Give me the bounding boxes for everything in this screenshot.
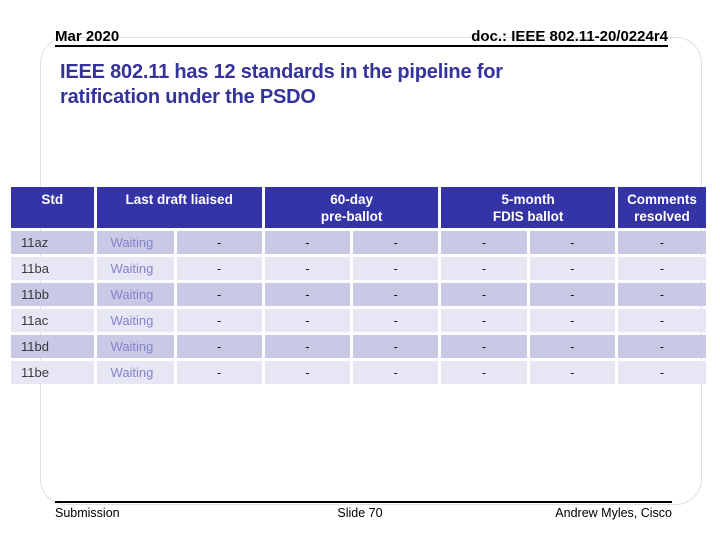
table-cell: - — [529, 309, 615, 332]
table-cell: - — [176, 361, 262, 384]
table-cell: - — [441, 335, 527, 358]
table-cell: - — [353, 335, 439, 358]
table-row-11bd: 11bd Waiting - - - - - - — [11, 335, 706, 358]
footer-author: Andrew Myles, Cisco — [555, 506, 672, 520]
table-cell: - — [441, 283, 527, 306]
slide-title-line1: IEEE 802.11 has 12 standards in the pipe… — [60, 61, 503, 83]
table-cell: - — [617, 309, 706, 332]
table-cell: - — [353, 283, 439, 306]
slide-title-line2: ratification under the PSDO — [60, 86, 316, 108]
table-row-11bb: 11bb Waiting - - - - - - — [11, 283, 706, 306]
status-cell: Waiting — [96, 335, 174, 358]
table-cell: - — [617, 335, 706, 358]
status-cell: Waiting — [96, 361, 174, 384]
std-cell: 11be — [11, 361, 94, 384]
table-cell: - — [264, 283, 351, 306]
std-cell: 11ba — [11, 257, 94, 280]
column-header-std: Std — [11, 187, 94, 228]
table-header-row: Std Last draft liaised 60-day pre-ballot 5-… — [11, 187, 706, 228]
footer-slide-number: Slide 70 — [337, 506, 383, 520]
footer-submission: Submission — [55, 506, 120, 520]
table-row-11be: 11be Waiting - - - - - - — [11, 361, 706, 384]
std-cell: 11bd — [11, 335, 94, 358]
table-cell: - — [353, 231, 439, 254]
table-cell: - — [353, 361, 439, 384]
table-cell: - — [441, 309, 527, 332]
column-header-last-draft-liaised: Last draft liaised — [96, 187, 262, 228]
table-cell: - — [353, 257, 439, 280]
table-cell: - — [264, 309, 351, 332]
std-cell: 11az — [11, 231, 94, 254]
table-cell: - — [353, 309, 439, 332]
table-row-11ac: 11ac Waiting - - - - - - — [11, 309, 706, 332]
slide-title: IEEE 802.11 has 12 standards in the pipe… — [60, 60, 660, 110]
table-cell: - — [176, 283, 262, 306]
column-header-60-day-pre-ballot: 60-day pre-ballot — [264, 187, 439, 228]
table-cell: - — [176, 257, 262, 280]
column-header-5-month-fdis-ballot: 5-month FDIS ballot — [441, 187, 615, 228]
status-cell: Waiting — [96, 231, 174, 254]
table-cell: - — [176, 309, 262, 332]
header-date: Mar 2020 — [55, 28, 120, 45]
column-header-comments-resolved: Comments resolved — [617, 187, 706, 228]
status-cell: Waiting — [96, 257, 174, 280]
standards-table: Std Last draft liaised 60-day pre-ballot 5-… — [8, 184, 709, 387]
footer-rule — [55, 501, 672, 503]
table-cell: - — [176, 231, 262, 254]
table-cell: - — [617, 361, 706, 384]
table-cell: - — [529, 257, 615, 280]
header-rule — [55, 45, 668, 47]
table-cell: - — [176, 335, 262, 358]
table-cell: - — [441, 257, 527, 280]
table-row-11az: 11az Waiting - - - - - - — [11, 231, 706, 254]
table-cell: - — [617, 257, 706, 280]
std-cell: 11ac — [11, 309, 94, 332]
table-cell: - — [441, 231, 527, 254]
table-cell: - — [617, 283, 706, 306]
table-cell: - — [441, 361, 527, 384]
std-cell: 11bb — [11, 283, 94, 306]
table-cell: - — [529, 231, 615, 254]
table-cell: - — [617, 231, 706, 254]
table-cell: - — [529, 361, 615, 384]
standards-table-container: Std Last draft liaised 60-day pre-ballot 5-… — [8, 184, 709, 387]
table-cell: - — [264, 335, 351, 358]
status-cell: Waiting — [96, 283, 174, 306]
table-cell: - — [264, 231, 351, 254]
status-cell: Waiting — [96, 309, 174, 332]
table-row-11ba: 11ba Waiting - - - - - - — [11, 257, 706, 280]
table-cell: - — [264, 361, 351, 384]
table-cell: - — [264, 257, 351, 280]
table-cell: - — [529, 335, 615, 358]
header-doc-number: doc.: IEEE 802.11-20/0224r4 — [471, 28, 668, 45]
table-cell: - — [529, 283, 615, 306]
